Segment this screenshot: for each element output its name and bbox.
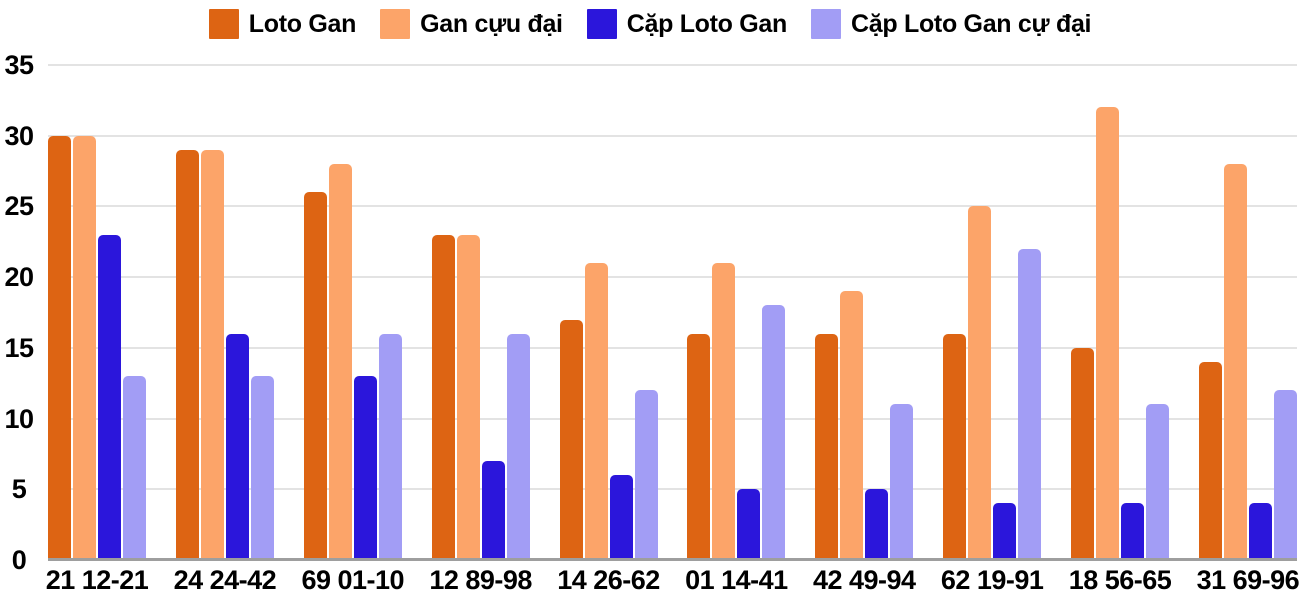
bar-loto-gan-21-12-21 [48,136,71,560]
y-tick-label-15: 15 [4,332,34,363]
legend-swatch-icon [586,9,617,39]
bar-cặp-loto-gan-cự-đại-69-01-10 [378,334,402,560]
bar-loto-gan-12-89-98 [431,235,455,560]
bar-cặp-loto-gan-14-26-62 [609,475,633,560]
bar-loto-gan-24-24-42 [175,150,199,560]
x-tick-label-69-01-10: 69 01-10 [301,565,405,595]
bar-gan-cựu-đại-24-24-42 [200,150,224,560]
bar-cặp-loto-gan-cự-đại-01-14-41 [762,305,786,560]
gridline-20 [48,276,1297,279]
legend-label: Loto Gan [248,9,357,38]
bar-cặp-loto-gan-cự-đại-24-24-42 [250,376,274,560]
gridline-10 [48,417,1297,420]
x-tick-label-14-26-62: 14 26-62 [557,565,660,595]
bar-cặp-loto-gan-cự-đại-62-19-91 [1018,249,1042,560]
x-tick-label-18-56-65: 18 56-65 [1068,565,1172,595]
bar-group-24-24-42 [175,65,274,560]
x-tick-label-12-89-98: 12 89-98 [429,565,532,595]
legend-label: Cặp Loto Gan cự đại [851,9,1092,38]
legend-label: Cặp Loto Gan [626,9,788,38]
bar-gan-cựu-đại-21-12-21 [73,136,96,560]
gridline-5 [48,488,1297,491]
gridline-25 [48,205,1297,208]
bar-group-12-89-98 [431,65,530,560]
bar-cặp-loto-gan-01-14-41 [737,489,761,560]
bar-loto-gan-31-69-96 [1198,362,1222,560]
bar-gan-cựu-đại-14-26-62 [584,263,608,560]
legend-item-4[interactable]: Cặp Loto Gan cự đại [811,9,1092,39]
bar-loto-gan-14-26-62 [559,320,583,560]
x-axis-baseline [48,558,1297,561]
legend-item-3[interactable]: Cặp Loto Gan [586,9,788,39]
legend-swatch-icon [811,9,841,39]
legend-item-1[interactable]: Loto Gan [208,9,357,39]
legend-swatch-icon [380,9,411,39]
bar-group-18-56-65 [1071,65,1169,560]
x-tick-label-21-12-21: 21 12-21 [45,565,149,595]
gridline-30 [48,134,1297,137]
bar-group-14-26-62 [559,65,658,560]
bar-cặp-loto-gan-31-69-96 [1248,503,1272,560]
x-axis: 21 12-21 24 24-42 69 01-10 12 89-98 14 26-62… [45,565,1300,597]
y-tick-label-0: 0 [11,545,27,575]
y-tick-label-5: 5 [11,474,27,505]
bar-loto-gan-62-19-91 [943,334,967,560]
bar-groups [48,65,1297,560]
bar-gan-cựu-đại-12-89-98 [456,235,480,560]
bar-loto-gan-18-56-65 [1071,348,1094,560]
y-tick-label-20: 20 [4,262,34,293]
bar-cặp-loto-gan-cự-đại-18-56-65 [1146,404,1169,560]
bar-group-31-69-96 [1198,65,1297,560]
y-tick-label-30: 30 [4,120,34,151]
bar-group-62-19-91 [943,65,1042,560]
x-tick-label-31-69-96: 31 69-96 [1196,565,1300,595]
bar-group-01-14-41 [687,65,786,560]
bar-cặp-loto-gan-cự-đại-42-49-94 [890,404,914,560]
bar-gan-cựu-đại-01-14-41 [712,263,736,560]
bar-group-69-01-10 [303,65,402,560]
bar-cặp-loto-gan-cự-đại-31-69-96 [1273,390,1297,560]
bar-cặp-loto-gan-21-12-21 [98,235,121,560]
bar-gan-cựu-đại-69-01-10 [328,164,352,560]
bar-cặp-loto-gan-24-24-42 [225,334,249,560]
bar-cặp-loto-gan-12-89-98 [481,461,505,560]
plot-area [48,64,1297,561]
bar-gan-cựu-đại-42-49-94 [840,291,864,560]
bar-loto-gan-01-14-41 [687,334,711,560]
bar-group-42-49-94 [815,65,914,560]
bar-cặp-loto-gan-cự-đại-21-12-21 [123,376,146,560]
legend-item-2[interactable]: Gan cựu đại [380,9,563,39]
legend-label: Gan cựu đại [420,9,563,38]
y-tick-label-10: 10 [4,403,34,434]
chart-legend: Loto Gan Gan cựu đại Cặp Loto Gan Cặp Loto … [0,7,1300,41]
bar-gan-cựu-đại-62-19-91 [968,206,992,560]
bar-cặp-loto-gan-cự-đại-12-89-98 [506,334,530,560]
bar-loto-gan-69-01-10 [303,192,327,560]
bar-loto-gan-42-49-94 [815,334,839,560]
bar-cặp-loto-gan-18-56-65 [1121,503,1144,560]
x-tick-label-42-49-94: 42 49-94 [812,565,916,595]
bar-gan-cựu-đại-31-69-96 [1223,164,1247,560]
y-tick-label-35: 35 [4,50,34,80]
bar-cặp-loto-gan-69-01-10 [353,376,377,560]
bar-group-21-12-21 [48,65,146,560]
bar-cặp-loto-gan-42-49-94 [865,489,889,560]
legend-swatch-icon [208,9,239,39]
x-tick-label-01-14-41: 01 14-41 [685,565,788,595]
gridline-15 [48,346,1297,349]
gridline-35 [48,64,1297,66]
bar-cặp-loto-gan-cự-đại-14-26-62 [634,390,658,560]
y-tick-label-25: 25 [4,191,34,222]
bar-gan-cựu-đại-18-56-65 [1096,107,1119,560]
x-tick-label-62-19-91: 62 19-91 [940,565,1044,595]
bar-cặp-loto-gan-62-19-91 [993,503,1017,560]
x-tick-label-24-24-42: 24 24-42 [173,565,277,595]
